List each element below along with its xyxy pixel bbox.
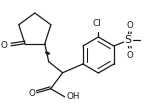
Text: OH: OH [67,92,80,101]
Text: O: O [126,50,133,60]
Text: S: S [124,35,131,45]
Text: O: O [126,20,133,29]
Text: O: O [1,41,8,50]
Text: Cl: Cl [92,19,101,28]
Text: O: O [28,89,35,98]
